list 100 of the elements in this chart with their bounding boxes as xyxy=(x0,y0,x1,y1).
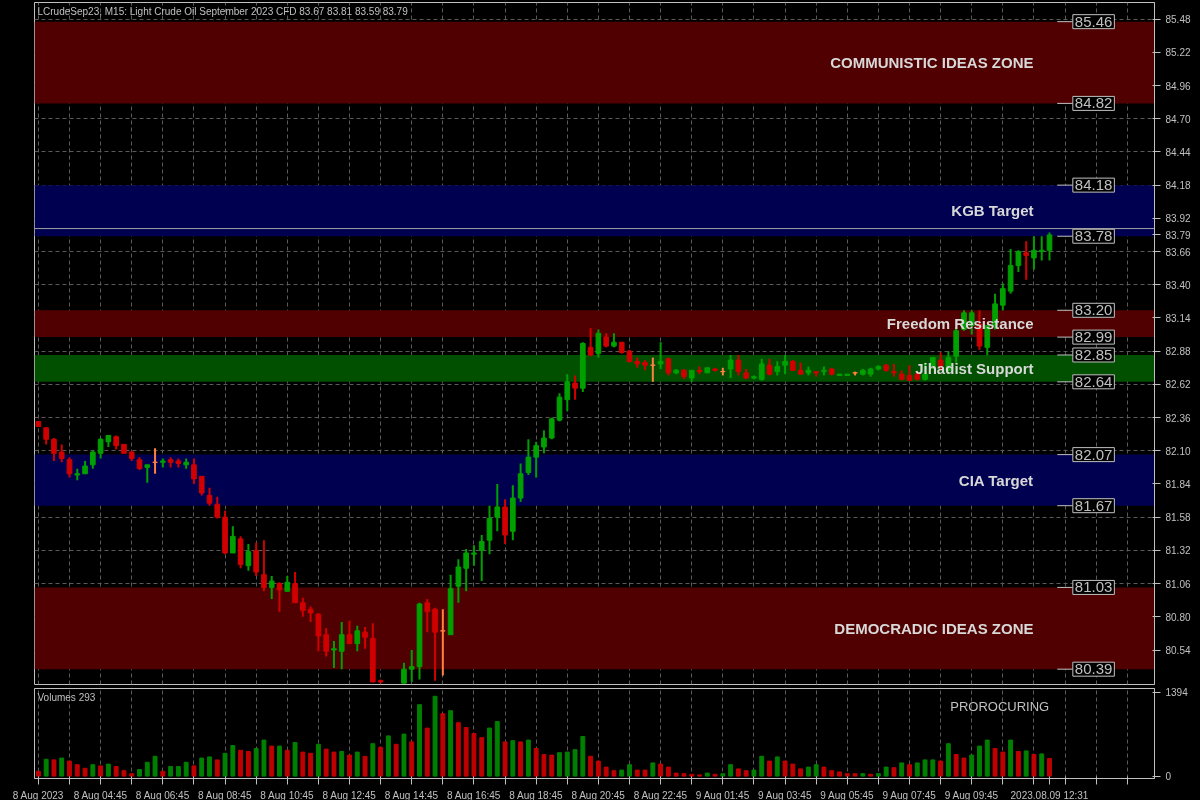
bar xyxy=(564,751,570,777)
y-tick-label: 83.79 xyxy=(1165,229,1191,241)
bar xyxy=(510,740,516,777)
bar xyxy=(549,754,555,777)
y-tick-label: 83.14 xyxy=(1165,312,1191,324)
y-tick-label: 82.88 xyxy=(1165,346,1191,358)
x-tick-label: 8 Aug 12:45 xyxy=(322,789,377,800)
band-label: DEMOCRADIC IDEAS ZONE xyxy=(834,619,1034,637)
y-tick-label: 81.84 xyxy=(1165,478,1191,490)
x-tick-label: 8 Aug 08:45 xyxy=(198,789,252,800)
bar xyxy=(82,767,88,777)
band-label: CIA Target xyxy=(958,471,1033,489)
bar xyxy=(899,762,905,777)
bar xyxy=(43,758,49,777)
ref-line-label: 81.03 xyxy=(1074,578,1113,596)
bar xyxy=(673,772,679,777)
bar xyxy=(805,766,811,777)
ref-line-label: 80.39 xyxy=(1074,660,1113,678)
y-tick-label: 83.66 xyxy=(1165,246,1191,258)
y-tick-label: 1394 xyxy=(1165,687,1189,699)
candlestick xyxy=(331,640,337,669)
x-tick-label: 8 Aug 2023 xyxy=(12,789,64,800)
y-tick-label: 85.48 xyxy=(1165,14,1191,26)
ref-line-label: 82.64 xyxy=(1074,372,1113,390)
bar xyxy=(984,739,990,777)
bar xyxy=(945,743,951,777)
candlestick xyxy=(471,544,477,567)
bar xyxy=(137,769,142,777)
bar xyxy=(844,773,850,777)
x-tick-label: 9 Aug 01:45 xyxy=(695,789,750,800)
bar xyxy=(238,749,244,777)
x-tick-label: 9 Aug 03:45 xyxy=(758,789,812,800)
bar xyxy=(759,755,765,777)
bar xyxy=(1000,751,1006,777)
x-tick-label: 8 Aug 16:45 xyxy=(446,789,501,800)
bar xyxy=(129,773,135,777)
bar xyxy=(977,745,982,777)
x-tick-label: 9 Aug 07:45 xyxy=(882,789,937,800)
bar xyxy=(432,695,438,777)
bar xyxy=(113,766,119,777)
x-tick-label: 9 Aug 09:45 xyxy=(944,789,999,800)
bar xyxy=(494,721,500,777)
bar xyxy=(370,743,376,777)
y-tick-label: 82.10 xyxy=(1165,445,1191,457)
y-tick-label: 83.40 xyxy=(1165,279,1191,291)
bar xyxy=(751,769,757,777)
bar xyxy=(1031,754,1037,777)
bar xyxy=(245,751,251,777)
bar xyxy=(214,759,220,777)
bar xyxy=(992,748,998,777)
bar xyxy=(354,751,360,777)
bar xyxy=(961,757,967,777)
y-tick-label: 82.62 xyxy=(1165,379,1191,391)
bar xyxy=(572,749,578,777)
bar xyxy=(541,754,547,777)
ref-line-label: 82.99 xyxy=(1074,328,1113,346)
x-tick-label: 2023.08.09 12:31 xyxy=(1010,789,1089,800)
bar xyxy=(393,743,399,777)
bar xyxy=(907,764,912,777)
bar xyxy=(743,770,749,777)
bar xyxy=(440,713,446,777)
y-tick-label: 82.36 xyxy=(1165,412,1191,424)
bar xyxy=(782,760,788,777)
x-tick-label: 9 Aug 05:45 xyxy=(820,789,875,800)
bar xyxy=(533,748,539,777)
bar xyxy=(401,733,407,777)
bar xyxy=(152,755,158,777)
bar xyxy=(774,756,780,777)
bar xyxy=(417,704,422,777)
y-tick-label: 81.32 xyxy=(1165,545,1191,557)
bar xyxy=(634,769,640,777)
x-tick-label: 8 Aug 20:45 xyxy=(571,789,626,800)
bar xyxy=(1039,753,1045,777)
ref-line-label: 83.78 xyxy=(1074,227,1113,245)
bar xyxy=(1047,758,1052,777)
bar xyxy=(315,743,321,777)
bar xyxy=(627,764,632,777)
bar xyxy=(479,737,485,777)
bar xyxy=(51,759,57,777)
bar xyxy=(930,759,936,777)
bar xyxy=(525,739,531,777)
bar xyxy=(323,748,329,777)
bar xyxy=(105,763,111,777)
x-tick-label: 8 Aug 22:45 xyxy=(633,789,688,800)
bar xyxy=(455,722,461,777)
bar xyxy=(67,760,72,777)
y-tick-label: 84.18 xyxy=(1165,180,1191,192)
bar xyxy=(144,761,150,777)
band-label: Jihadist Support xyxy=(915,359,1034,377)
y-tick-label: 81.06 xyxy=(1165,578,1191,590)
y-tick-label: 84.96 xyxy=(1165,80,1191,92)
bar xyxy=(487,727,492,777)
ref-line-label: 85.46 xyxy=(1074,12,1113,30)
bar xyxy=(953,754,959,777)
x-tick-label: 8 Aug 18:45 xyxy=(509,789,564,800)
bar xyxy=(728,764,734,777)
y-tick-label: 84.44 xyxy=(1165,146,1191,158)
bar xyxy=(790,763,796,777)
bar xyxy=(261,739,267,777)
bar xyxy=(650,762,656,777)
